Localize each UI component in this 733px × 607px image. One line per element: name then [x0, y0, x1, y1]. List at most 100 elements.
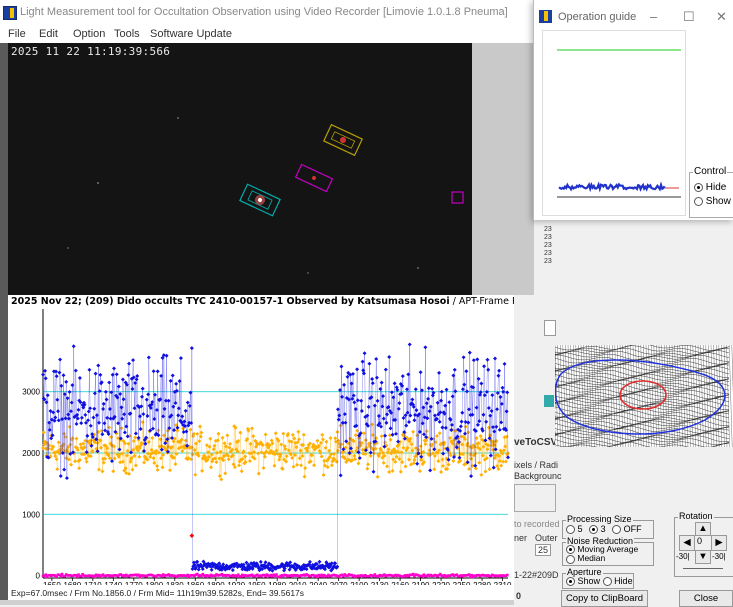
point-1-487	[373, 446, 378, 451]
menu-option[interactable]: Option	[73, 28, 106, 40]
point-0-537	[407, 342, 412, 347]
rotate-right-button[interactable]: ▶	[711, 535, 727, 551]
x-tick-label-2250: 2250	[453, 581, 471, 585]
menu-edit[interactable]: Edit	[39, 28, 58, 40]
point-2-164	[153, 574, 157, 578]
control-show-radio[interactable]	[694, 196, 703, 206]
point-0-202	[178, 356, 183, 361]
point-2-574	[433, 573, 437, 577]
point-2-396	[312, 573, 315, 577]
video-overlay	[67, 117, 464, 274]
point-1-60	[82, 452, 86, 457]
outer-input[interactable]: 25	[535, 544, 552, 556]
control-hide-radio[interactable]	[694, 182, 703, 192]
copy-to-clipboard-button[interactable]: Copy to ClipBoard	[561, 590, 648, 607]
menu-software-update[interactable]: Software Update	[150, 28, 232, 40]
point-1-537	[407, 439, 412, 444]
processing-size-3-radio[interactable]	[589, 525, 599, 535]
save-to-csv-button[interactable]: veToCSV	[514, 437, 558, 448]
point-2-418	[327, 573, 330, 577]
rotate-left-button[interactable]: ◀	[679, 535, 695, 551]
point-0-555	[420, 388, 424, 393]
operation-guide-window[interactable]: Operation guide – ☐ ✕ Control Hide Show	[533, 0, 733, 220]
point-2-476	[366, 575, 370, 578]
point-0-110	[116, 421, 121, 426]
partial-field[interactable]	[544, 320, 556, 336]
x-tick-label-1710: 1710	[84, 581, 102, 585]
point-2-310	[253, 574, 256, 578]
point-0-31	[62, 467, 67, 472]
moving-average-radio[interactable]	[566, 545, 575, 555]
aperture-show-radio[interactable]	[566, 577, 575, 587]
point-0-442	[342, 412, 347, 417]
point-0-37	[66, 412, 71, 417]
target-aperture-magenta[interactable]	[294, 163, 334, 193]
point-0-30	[61, 373, 66, 378]
reference-marker[interactable]	[451, 191, 464, 204]
point-2-512	[391, 574, 394, 578]
point-0-529	[402, 430, 407, 435]
target-aperture-cyan[interactable]	[239, 183, 281, 217]
point-1-195	[174, 423, 179, 428]
point-1-356	[284, 459, 289, 464]
point-1-415	[324, 439, 329, 444]
rotate-up-button[interactable]: ▲	[695, 522, 711, 536]
processing-size-5-radio[interactable]	[566, 525, 575, 535]
processing-size-off-radio[interactable]	[612, 525, 622, 535]
point-1-322	[260, 443, 265, 448]
point-1-326	[263, 432, 268, 437]
point-0-84	[98, 372, 103, 377]
point-2-120	[123, 574, 127, 578]
point-2-180	[164, 573, 168, 577]
point-0-194	[173, 401, 178, 406]
point-2-62	[84, 574, 87, 578]
point-1-278	[230, 453, 235, 458]
menu-file[interactable]: File	[8, 28, 26, 40]
light-curve-chart[interactable]: 2025 Nov 22; (209) Dido occults TYC 2410…	[8, 295, 514, 600]
point-0-24	[57, 370, 62, 375]
point-0-578	[435, 400, 440, 405]
point-0-663	[493, 447, 498, 452]
rotate-down-button[interactable]: ▼	[695, 550, 711, 564]
point-1-639	[477, 460, 482, 465]
minimize-icon[interactable]: –	[650, 9, 658, 24]
aperture-hide-radio[interactable]	[602, 577, 612, 587]
point-0-544	[412, 418, 417, 423]
maximize-icon[interactable]: ☐	[683, 9, 695, 24]
video-frame[interactable]: 2025 11 22 11:19:39:566	[8, 43, 472, 295]
point-2-680	[506, 573, 509, 577]
mesh-col-101	[656, 345, 660, 447]
mesh-col-21	[575, 345, 579, 447]
mesh-row-23	[555, 396, 730, 404]
point-1-1	[41, 430, 46, 435]
point-1-374	[296, 429, 301, 434]
point-1-121	[123, 466, 128, 471]
point-2-550	[417, 574, 420, 577]
point-0-5	[44, 400, 49, 405]
point-1-172	[158, 437, 163, 442]
point-1-292	[240, 457, 245, 462]
point-1-246	[209, 465, 213, 470]
point-0-560	[423, 345, 428, 350]
x-tick-label-2220: 2220	[432, 581, 450, 585]
main-window-titlebar[interactable]: Light Measurement tool for Occultation O…	[0, 0, 533, 25]
point-0-556	[420, 421, 425, 426]
point-2-370	[294, 574, 297, 577]
close-icon[interactable]: ✕	[716, 9, 727, 24]
aperture-contour-view[interactable]	[555, 345, 733, 447]
point-2-386	[305, 573, 308, 576]
point-0-124	[125, 434, 130, 439]
point-2-372	[295, 573, 299, 577]
close-button[interactable]: Close	[679, 590, 733, 607]
point-0-23	[56, 418, 61, 423]
rotation-slider[interactable]	[683, 568, 723, 569]
point-2-302	[247, 574, 251, 577]
mesh-col-55	[609, 345, 613, 447]
point-0-609	[456, 440, 461, 444]
point-2-434	[338, 575, 341, 579]
target-aperture-yellow[interactable]	[322, 123, 364, 157]
point-0-636	[475, 357, 480, 362]
point-0-673	[500, 385, 505, 390]
median-radio[interactable]	[566, 554, 575, 564]
menu-tools[interactable]: Tools	[114, 28, 140, 40]
